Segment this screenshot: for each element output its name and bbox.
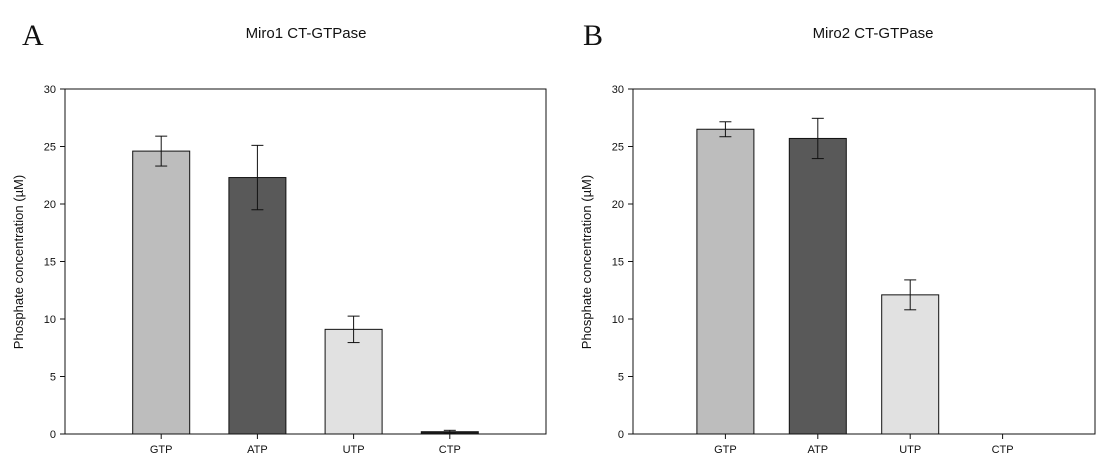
bar-gtp-a	[132, 150, 191, 435]
y-tick-label-a: 5	[50, 372, 56, 384]
y-tick-label-b: 30	[612, 84, 624, 96]
bar-atp-b	[788, 137, 847, 435]
y-axis-label-a: Phosphate concentration (µM)	[11, 175, 26, 349]
x-tick-label-b: GTP	[714, 444, 737, 456]
x-tick-label-a: ATP	[247, 444, 268, 456]
y-tick-label-a: 20	[44, 199, 56, 211]
y-axis-label-b: Phosphate concentration (µM)	[579, 175, 594, 349]
x-tick-label-a: UTP	[343, 444, 365, 456]
bar-atp-a	[228, 177, 287, 435]
y-tick-label-a: 10	[44, 314, 56, 326]
x-tick-label-a: GTP	[150, 444, 173, 456]
y-tick-label-b: 5	[618, 372, 624, 384]
plot-area-a: 0 5 10 15 20 25 30 GTP ATP UTP CTP	[44, 84, 547, 456]
y-tick-label-b: 0	[618, 429, 624, 441]
x-tick-label-b: UTP	[899, 444, 921, 456]
y-tick-label-a: 15	[44, 257, 56, 269]
y-tick-label-b: 25	[612, 142, 624, 154]
panel-a: A Miro1 CT-GTPase Phosphate concentratio…	[11, 19, 547, 456]
plot-area-b: 0 5 10 15 20 25 30 GTP ATP UTP CTP	[612, 84, 1096, 456]
y-tick-label-b: 15	[612, 257, 624, 269]
y-tick-label-a: 25	[44, 142, 56, 154]
y-tick-label-a: 0	[50, 429, 56, 441]
x-tick-label-b: ATP	[808, 444, 829, 456]
y-tick-label-b: 10	[612, 314, 624, 326]
bar-utp-b	[881, 294, 940, 435]
x-tick-label-b: CTP	[992, 444, 1014, 456]
bar-utp-a	[324, 328, 383, 435]
chart-title-b: Miro2 CT-GTPase	[813, 25, 934, 42]
x-tick-label-a: CTP	[439, 444, 461, 456]
panel-b: B Miro2 CT-GTPase Phosphate concentratio…	[579, 19, 1096, 456]
y-tick-label-b: 20	[612, 199, 624, 211]
chart-title-a: Miro1 CT-GTPase	[246, 25, 367, 42]
y-tick-label-a: 30	[44, 84, 56, 96]
panel-letter-a: A	[22, 19, 44, 52]
panel-letter-b: B	[583, 19, 603, 52]
bar-gtp-b	[696, 128, 755, 435]
